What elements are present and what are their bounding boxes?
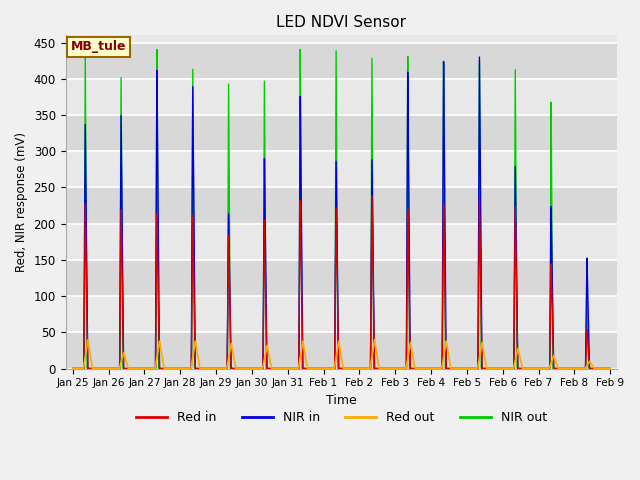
Bar [65,188,618,224]
Legend: Red in, NIR in, Red out, NIR out: Red in, NIR in, Red out, NIR out [131,406,552,429]
Bar [65,79,618,115]
Bar [65,224,618,260]
Title: LED NDVI Sensor: LED NDVI Sensor [276,15,406,30]
Bar [65,151,618,188]
Text: MB_tule: MB_tule [71,40,127,53]
Bar [65,296,618,332]
X-axis label: Time: Time [326,394,357,407]
Bar [65,332,618,369]
Bar [65,43,618,79]
Bar [65,115,618,151]
Bar [65,260,618,296]
Y-axis label: Red, NIR response (mV): Red, NIR response (mV) [15,132,28,272]
